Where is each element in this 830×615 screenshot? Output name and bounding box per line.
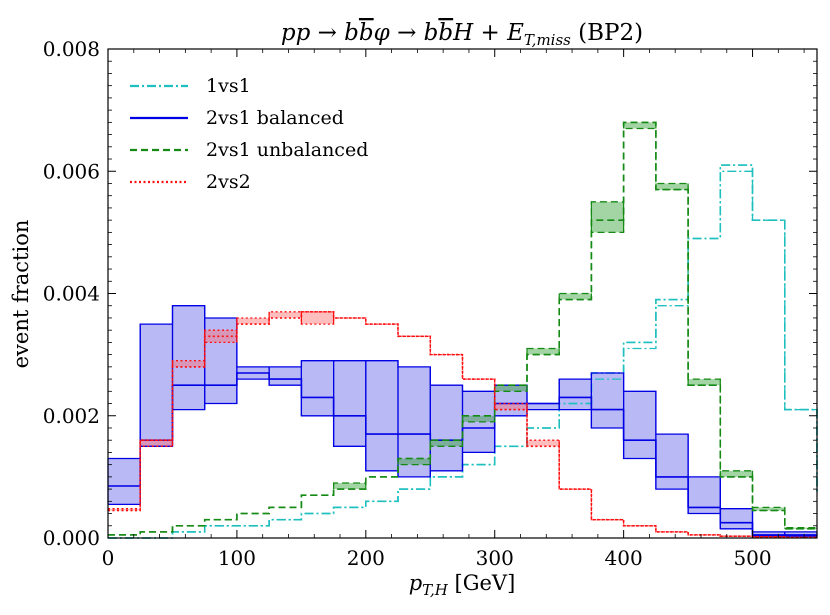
series-1-band-bin-20 [752, 531, 785, 537]
series-3-band-bin-5 [269, 311, 302, 318]
x-tick-label: 100 [218, 546, 256, 570]
series-1-band-bin-0 [108, 458, 141, 505]
legend: 1vs1 2vs1 balanced 2vs1 unbalanced 2vs2 [130, 75, 368, 193]
plot-area [107, 121, 818, 539]
x-tick-label: 500 [733, 546, 771, 570]
series-2-band-bin-14 [559, 293, 592, 300]
series-1-band-bin-13 [527, 403, 560, 410]
series-1-band-bin-21 [784, 531, 817, 537]
series-1-band-bin-11 [462, 391, 495, 453]
series-3-band-bin-2 [172, 360, 205, 367]
series-2-band-bin-18 [688, 379, 721, 386]
legend-label-0: 1vs1 [206, 75, 251, 97]
series-3-band-bin-12 [494, 403, 527, 410]
y-tick-label: 0.004 [43, 282, 100, 306]
series-2-high-line [108, 121, 817, 536]
y-tick-label: 0.008 [43, 37, 100, 61]
series-2-band-bin-12 [494, 385, 527, 392]
series-3-band-bin-13 [527, 440, 560, 447]
series-1-band-bin-9 [398, 366, 431, 477]
y-tick-label: 0.000 [43, 526, 100, 550]
series-2-band-bin-10 [430, 440, 463, 447]
series-2-band-bin-7 [333, 483, 366, 490]
x-axis-label: pT,H [GeV] [409, 571, 516, 599]
series-1-band-bin-19 [720, 508, 753, 529]
series-1-band-bin-3 [204, 318, 237, 404]
series-1-band-bin-12 [494, 385, 527, 416]
axis-ticks: 0 100 200 300 400 500 0.000 0.002 0.004 0.006 0.00… [43, 37, 817, 570]
series-2-band-bin-16 [623, 122, 656, 129]
x-tick-label: 0 [102, 546, 115, 570]
series-1-band-bin-10 [430, 385, 463, 471]
legend-label-1: 2vs1 balanced [206, 107, 344, 129]
y-axis-label: event fraction [9, 220, 33, 369]
chart-title: pp → bbφ → bbH + ET,miss (BP2) [281, 20, 643, 49]
series-1-band-bin-7 [333, 360, 366, 447]
x-tick-label: 400 [605, 546, 643, 570]
series-1-band-bin-5 [269, 366, 302, 386]
series-1-band-bin-8 [365, 360, 398, 471]
y-tick-label: 0.006 [43, 159, 100, 183]
series-3-band-bin-4 [236, 318, 270, 325]
series-2-band-bin-11 [462, 415, 495, 422]
legend-label-3: 2vs2 [206, 171, 251, 193]
series-1-band-bin-15 [591, 373, 624, 428]
series-3-band-bin-0 [108, 508, 141, 511]
series-1-band-bin-2 [172, 305, 205, 410]
series-2-band-bin-19 [720, 470, 753, 477]
series-3-band-bin-3 [204, 330, 237, 343]
x-tick-label: 300 [476, 546, 514, 570]
series-3-values-line [108, 311, 817, 539]
legend-label-2: 2vs1 unbalanced [206, 139, 368, 161]
series-3-band-bin-1 [140, 440, 173, 447]
series-0-high-line [108, 164, 818, 539]
x-tick-label: 200 [347, 546, 385, 570]
series-1-band-bin-17 [655, 434, 689, 490]
y-tick-label: 0.002 [43, 404, 100, 428]
series-2-band-bin-15 [591, 201, 624, 233]
series-2-band-bin-20 [752, 507, 785, 511]
series-3-band-bin-6 [301, 311, 334, 324]
series-1-band-bin-6 [301, 360, 334, 416]
series-2-band-bin-17 [655, 183, 689, 190]
series-1-band-bin-16 [623, 391, 656, 459]
series-1-band-bin-14 [559, 379, 592, 410]
series-1-band-bin-1 [140, 324, 173, 447]
series-2-band-bin-9 [398, 458, 431, 465]
series-2-band-bin-13 [527, 348, 560, 355]
